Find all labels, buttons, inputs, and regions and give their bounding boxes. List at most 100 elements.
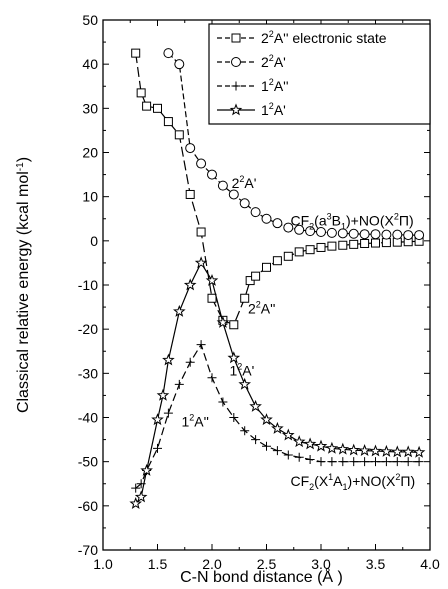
data-point-square bbox=[252, 272, 260, 280]
data-point-star bbox=[327, 443, 337, 452]
data-point-square bbox=[154, 104, 162, 112]
data-point-circle bbox=[415, 231, 424, 240]
data-point-square bbox=[372, 239, 380, 247]
data-point-plus bbox=[218, 398, 227, 407]
data-point-circle bbox=[327, 228, 336, 237]
data-point-square bbox=[263, 263, 271, 271]
data-point-plus bbox=[382, 457, 391, 466]
legend-label: 12A' bbox=[261, 101, 286, 118]
data-point-plus bbox=[393, 457, 402, 466]
data-point-star bbox=[196, 258, 206, 267]
series-line bbox=[136, 263, 419, 504]
data-point-circle bbox=[251, 208, 260, 217]
data-point-circle bbox=[382, 230, 391, 239]
data-point-star bbox=[294, 437, 304, 446]
data-point-plus bbox=[175, 380, 184, 389]
y-tick-label: -50 bbox=[78, 454, 98, 470]
y-tick-label: 20 bbox=[82, 145, 98, 161]
data-point-circle bbox=[229, 190, 238, 199]
data-point-square bbox=[361, 239, 369, 247]
data-point-circle bbox=[208, 170, 217, 179]
series-line bbox=[136, 345, 419, 489]
data-point-star bbox=[414, 447, 424, 456]
data-point-plus bbox=[415, 457, 424, 466]
asymptote-label-lower: CF2(X1A1)+NO(X2Π) bbox=[290, 472, 415, 492]
data-point-star bbox=[316, 441, 326, 450]
data-point-star bbox=[403, 447, 413, 456]
legend-label: 22A' bbox=[261, 53, 286, 70]
y-tick-label: -30 bbox=[78, 365, 98, 381]
data-point-circle bbox=[218, 181, 227, 190]
y-tick-label: -10 bbox=[78, 277, 98, 293]
data-point-square bbox=[339, 241, 347, 249]
data-point-star bbox=[240, 379, 250, 388]
data-point-plus bbox=[360, 457, 369, 466]
data-point-circle bbox=[393, 230, 402, 239]
data-point-square bbox=[186, 190, 194, 198]
data-point-plus bbox=[295, 453, 304, 462]
series-3 bbox=[131, 340, 423, 493]
y-tick-label: 0 bbox=[90, 233, 98, 249]
y-axis-label: Classical relative energy (kcal mol-1) bbox=[15, 157, 33, 413]
data-point-plus bbox=[186, 358, 195, 367]
data-point-plus bbox=[164, 409, 173, 418]
legend: 22A'' electronic state 22A' 12A'' 12A' bbox=[209, 24, 430, 124]
x-tick-label: 1.0 bbox=[93, 556, 113, 572]
data-point-square bbox=[350, 240, 358, 248]
x-axis-label: C-N bond distance (Å ) bbox=[180, 567, 343, 586]
data-point-square bbox=[230, 321, 238, 329]
y-tick-label: 40 bbox=[82, 56, 98, 72]
data-point-star bbox=[136, 492, 146, 501]
asymptote-label-upper: CF2(a3B1)+NO(X2Π) bbox=[290, 211, 413, 231]
data-point-plus bbox=[338, 457, 347, 466]
data-point-square bbox=[306, 246, 314, 254]
data-point-square bbox=[208, 294, 216, 302]
state-label-1: 22A' bbox=[232, 174, 257, 191]
data-point-circle bbox=[164, 49, 173, 58]
data-point-star bbox=[185, 280, 195, 289]
y-tick-label: 50 bbox=[82, 12, 98, 28]
x-tick-label: 4.0 bbox=[420, 556, 440, 572]
legend-label: 22A'' electronic state bbox=[261, 29, 387, 46]
y-tick-label: -40 bbox=[78, 410, 98, 426]
data-point-plus bbox=[284, 451, 293, 460]
data-point-square bbox=[328, 242, 336, 250]
data-point-square bbox=[232, 34, 240, 42]
data-point-star bbox=[338, 444, 348, 453]
data-point-plus bbox=[404, 457, 413, 466]
data-point-star bbox=[392, 447, 402, 456]
state-label-2: 22A'' bbox=[248, 300, 276, 317]
data-point-plus bbox=[197, 340, 206, 349]
data-point-plus bbox=[349, 457, 358, 466]
state-label-3: 12A' bbox=[229, 362, 254, 379]
data-point-circle bbox=[273, 219, 282, 228]
x-tick-label: 3.5 bbox=[366, 556, 386, 572]
x-tick-label: 1.5 bbox=[148, 556, 168, 572]
data-point-square bbox=[132, 49, 140, 57]
state-label-4: 12A'' bbox=[181, 412, 209, 429]
data-point-plus bbox=[327, 457, 336, 466]
data-point-circle bbox=[240, 199, 249, 208]
y-tick-label: -60 bbox=[78, 498, 98, 514]
data-point-square bbox=[284, 252, 292, 260]
data-point-plus bbox=[153, 444, 162, 453]
data-point-circle bbox=[349, 229, 358, 238]
data-point-square bbox=[382, 239, 390, 247]
data-point-square bbox=[273, 257, 281, 265]
data-point-plus bbox=[371, 457, 380, 466]
y-tick-label: 10 bbox=[82, 189, 98, 205]
data-point-square bbox=[143, 102, 151, 110]
data-point-circle bbox=[404, 231, 413, 240]
data-point-star bbox=[251, 401, 261, 410]
data-point-square bbox=[137, 89, 145, 97]
y-tick-label: 30 bbox=[82, 100, 98, 116]
legend-label: 12A'' bbox=[261, 77, 289, 94]
data-point-star bbox=[305, 439, 315, 448]
data-point-square bbox=[295, 248, 303, 256]
data-point-plus bbox=[208, 373, 217, 382]
data-point-star bbox=[371, 446, 381, 455]
data-point-plus bbox=[273, 446, 282, 455]
data-point-plus bbox=[317, 457, 326, 466]
data-point-circle bbox=[197, 159, 206, 168]
